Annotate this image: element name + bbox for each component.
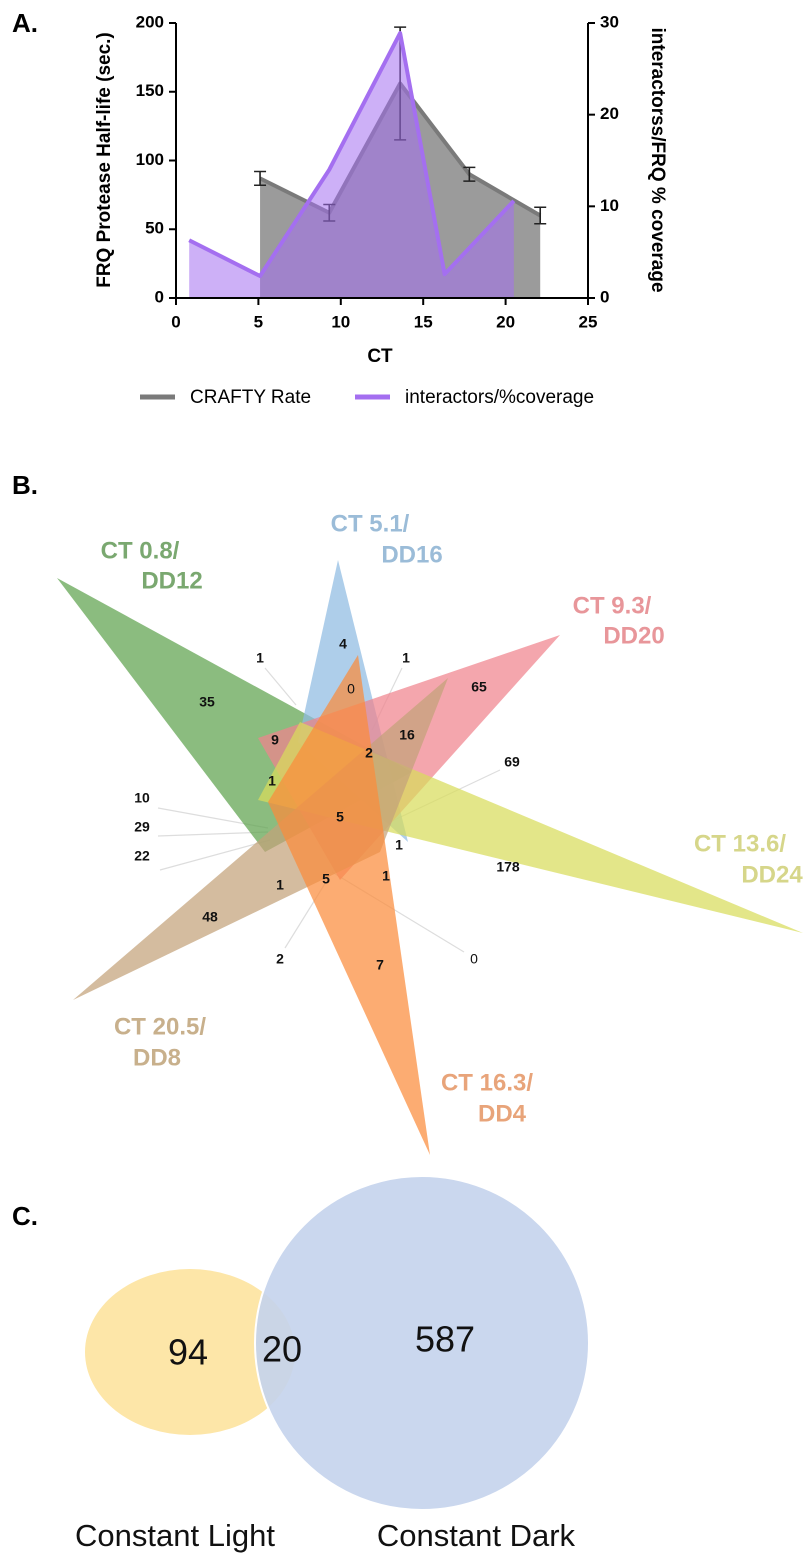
x-tick-label: 5	[254, 312, 263, 331]
y-tick-label: 150	[136, 81, 164, 100]
region-count: 587	[415, 1319, 475, 1360]
set-label: CT 20.5/	[114, 1013, 206, 1040]
error-bar	[254, 170, 267, 187]
panel-label: C.	[12, 1201, 38, 1231]
y2-tick-label: 0	[600, 287, 609, 306]
region-count: 1	[395, 837, 403, 853]
region-count: 29	[134, 819, 150, 835]
y-tick-label: 200	[136, 12, 164, 31]
venn-circle	[254, 1175, 590, 1511]
series-line	[188, 31, 516, 278]
y-tick-label: 100	[136, 150, 164, 169]
set-label: Constant Dark	[377, 1518, 576, 1553]
set-label: CT 13.6/	[694, 830, 786, 857]
region-count: 1	[382, 868, 390, 884]
set-label: CT 0.8/	[101, 537, 180, 564]
region-count: 9	[271, 732, 279, 748]
set-label: CT 5.1/	[331, 510, 410, 537]
panel-label: A.	[12, 8, 38, 38]
x-tick-label: 10	[331, 312, 350, 331]
legend-label: interactors/%coverage	[405, 387, 594, 408]
region-count: 48	[202, 909, 218, 925]
y2-tick-label: 30	[600, 12, 619, 31]
legend-label: CRAFTY Rate	[190, 387, 311, 408]
error-bar	[463, 166, 476, 182]
x-tick-label: 25	[579, 312, 598, 331]
x-tick-label: 20	[496, 312, 515, 331]
set-label: DD20	[603, 622, 664, 649]
panel-label: B.	[12, 470, 38, 500]
region-count: 20	[262, 1329, 302, 1370]
region-count: 0	[347, 681, 355, 697]
region-count: 1	[268, 773, 276, 789]
region-count: 1	[256, 650, 264, 666]
x-tick-label: 0	[171, 312, 180, 331]
region-count: 5	[322, 871, 330, 887]
region-count: 94	[168, 1332, 208, 1373]
set-label: DD4	[478, 1100, 527, 1127]
set-label: CT 16.3/	[441, 1069, 533, 1096]
set-label: DD12	[141, 567, 202, 594]
region-count: 1	[276, 877, 284, 893]
set-label: DD8	[133, 1044, 181, 1071]
y2-tick-label: 10	[600, 196, 619, 215]
venn-circle	[85, 1269, 295, 1435]
set-label: DD16	[381, 541, 442, 568]
region-count: 2	[365, 745, 373, 761]
y-tick-label: 0	[155, 287, 164, 306]
region-count: 0	[470, 951, 478, 967]
region-count: 35	[199, 694, 215, 710]
set-label: CT 9.3/	[573, 592, 652, 619]
y-tick-label: 50	[145, 219, 164, 238]
region-count: 1	[402, 650, 410, 666]
venn-triangle	[268, 655, 430, 1155]
set-label: DD24	[741, 861, 803, 888]
region-count: 69	[504, 754, 520, 770]
region-count: 5	[336, 809, 344, 825]
y-axis-label: FRQ Protease Half-life (sec.)	[94, 32, 115, 288]
x-axis-label: CT	[367, 346, 393, 367]
y2-tick-label: 20	[600, 104, 619, 123]
region-count: 178	[496, 859, 520, 875]
x-tick-label: 15	[414, 312, 433, 331]
area-fill	[189, 33, 514, 298]
region-count: 7	[376, 957, 384, 973]
region-count: 2	[276, 951, 284, 967]
y2-axis-label: interactorss/FRQ % coverage	[647, 27, 668, 292]
region-count: 22	[134, 848, 150, 864]
error-bar	[534, 206, 547, 225]
region-count: 65	[471, 679, 487, 695]
region-count: 10	[134, 790, 150, 806]
set-label: Constant Light	[75, 1518, 275, 1553]
region-count: 4	[339, 636, 347, 652]
region-count: 16	[399, 727, 415, 743]
